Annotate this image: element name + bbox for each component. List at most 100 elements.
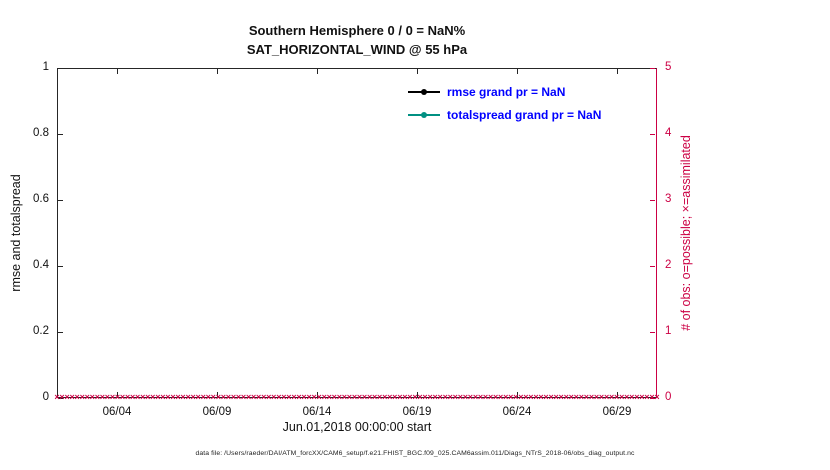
obs-assimilated-marker: × bbox=[266, 392, 272, 403]
obs-assimilated-marker: × bbox=[392, 392, 398, 403]
obs-assimilated-marker: × bbox=[316, 392, 322, 403]
obs-assimilated-marker: × bbox=[341, 392, 348, 403]
legend-entry-totalspread: totalspread grand pr = NaN bbox=[408, 103, 601, 126]
obs-assimilated-marker: × bbox=[487, 392, 494, 403]
obs-assimilated-marker: × bbox=[619, 392, 625, 403]
x-tick-label: 06/24 bbox=[502, 406, 532, 418]
x-tick-label: 06/14 bbox=[302, 406, 332, 418]
x-tick-label: 06/09 bbox=[202, 406, 232, 418]
data-file-path: data file: /Users/raeder/DAI/ATM_forcXX/… bbox=[195, 450, 635, 457]
obs-assimilated-marker: × bbox=[306, 392, 312, 403]
obs-assimilated-marker: × bbox=[654, 392, 660, 403]
obs-assimilated-marker: × bbox=[54, 392, 60, 403]
obs-assimilated-marker: × bbox=[563, 392, 569, 403]
left-tick-mark bbox=[58, 134, 63, 135]
obs-assimilated-marker: × bbox=[69, 392, 75, 403]
legend: rmse grand pr = NaN totalspread grand pr… bbox=[408, 80, 601, 126]
right-tick-label: 5 bbox=[665, 61, 672, 73]
obs-assimilated-marker: × bbox=[588, 392, 595, 403]
obs-assimilated-marker: × bbox=[250, 392, 257, 403]
chart-title-line2: SAT_HORIZONTAL_WIND @ 55 hPa bbox=[246, 42, 468, 57]
obs-assimilated-marker: × bbox=[99, 392, 106, 403]
obs-assimilated-marker: × bbox=[583, 392, 590, 403]
obs-assimilated-marker: × bbox=[513, 392, 519, 403]
totalspread-marker-dot bbox=[421, 111, 427, 118]
x-tick-label: 06/04 bbox=[102, 406, 132, 418]
left-axis-label: rmse and totalspread bbox=[9, 174, 23, 292]
obs-assimilated-marker: × bbox=[190, 392, 196, 403]
obs-assimilated-marker: × bbox=[175, 392, 181, 403]
obs-assimilated-marker: × bbox=[593, 392, 600, 403]
obs-assimilated-marker: × bbox=[311, 392, 317, 403]
obs-assimilated-marker: × bbox=[397, 392, 403, 403]
obs-assimilated-marker: × bbox=[553, 392, 559, 403]
obs-assimilated-marker: × bbox=[482, 392, 489, 403]
obs-assimilated-marker: × bbox=[326, 392, 332, 403]
obs-assimilated-marker: × bbox=[533, 392, 539, 403]
obs-assimilated-marker: × bbox=[356, 392, 363, 403]
obs-assimilated-marker: × bbox=[603, 392, 610, 403]
left-tick-mark bbox=[58, 266, 63, 267]
left-tick-label: 0.4 bbox=[33, 259, 49, 271]
obs-assimilated-marker: × bbox=[608, 392, 615, 403]
obs-assimilated-marker: × bbox=[629, 392, 635, 403]
obs-assimilated-marker: × bbox=[578, 392, 584, 403]
left-tick-label: 0.6 bbox=[33, 193, 49, 205]
x-tick-mark-bottom bbox=[417, 392, 418, 397]
x-tick-label: 06/29 bbox=[602, 406, 632, 418]
obs-assimilated-marker: × bbox=[129, 392, 136, 403]
obs-assimilated-marker: × bbox=[185, 392, 191, 403]
obs-assimilated-marker: × bbox=[271, 392, 277, 403]
obs-assimilated-marker: × bbox=[230, 392, 237, 403]
right-tick-mark bbox=[650, 68, 655, 69]
obs-assimilated-marker: × bbox=[89, 392, 95, 403]
obs-assimilated-marker: × bbox=[387, 392, 393, 403]
obs-assimilated-marker: × bbox=[256, 392, 262, 403]
x-tick-mark-bottom bbox=[117, 392, 118, 397]
obs-assimilated-marker: × bbox=[276, 392, 282, 403]
obs-assimilated-marker: × bbox=[377, 392, 383, 403]
obs-assimilated-marker: × bbox=[518, 392, 524, 403]
obs-assimilated-marker: × bbox=[639, 392, 645, 403]
obs-assimilated-marker: × bbox=[437, 392, 443, 403]
obs-assimilated-marker: × bbox=[140, 392, 146, 403]
left-tick-mark bbox=[58, 398, 63, 399]
obs-assimilated-marker: × bbox=[180, 392, 186, 403]
obs-assimilated-marker: × bbox=[94, 392, 100, 403]
obs-assimilated-marker: × bbox=[498, 392, 504, 403]
obs-assimilated-marker: × bbox=[79, 392, 85, 403]
obs-assimilated-marker: × bbox=[523, 392, 529, 403]
chart-title-line1: Southern Hemisphere 0 / 0 = NaN% bbox=[248, 23, 466, 38]
obs-assimilated-marker: × bbox=[170, 392, 176, 403]
obs-assimilated-marker: × bbox=[160, 392, 166, 403]
obs-assimilated-marker: × bbox=[366, 392, 373, 403]
obs-assimilated-marker: × bbox=[462, 392, 469, 403]
obs-assimilated-marker: × bbox=[422, 392, 428, 403]
obs-assimilated-marker: × bbox=[240, 392, 247, 403]
obs-assimilated-marker: × bbox=[427, 392, 433, 403]
obs-assimilated-marker: × bbox=[281, 392, 287, 403]
obs-assimilated-marker: × bbox=[235, 392, 242, 403]
x-tick-mark-top bbox=[617, 69, 618, 74]
obs-assimilated-marker: × bbox=[286, 392, 292, 403]
obs-assimilated-marker: × bbox=[573, 392, 579, 403]
left-tick-mark bbox=[58, 68, 63, 69]
left-tick-mark bbox=[58, 200, 63, 201]
obs-assimilated-marker: × bbox=[447, 392, 453, 403]
obs-assimilated-marker: × bbox=[417, 392, 423, 403]
x-tick-mark-top bbox=[217, 69, 218, 74]
right-tick-label: 4 bbox=[665, 127, 672, 139]
obs-assimilated-marker: × bbox=[558, 392, 564, 403]
obs-assimilated-marker: × bbox=[432, 392, 438, 403]
obs-assimilated-marker: × bbox=[624, 392, 630, 403]
obs-assimilated-marker: × bbox=[644, 392, 650, 403]
obs-assimilated-marker: × bbox=[351, 392, 358, 403]
right-tick-label: 3 bbox=[665, 193, 672, 205]
obs-assimilated-marker: × bbox=[200, 392, 206, 403]
obs-assimilated-marker: × bbox=[150, 392, 156, 403]
obs-assimilated-marker: × bbox=[568, 392, 574, 403]
totalspread-line-sample bbox=[408, 111, 440, 118]
x-tick-mark-bottom bbox=[317, 392, 318, 397]
x-tick-mark-bottom bbox=[517, 392, 518, 397]
x-tick-mark-top bbox=[417, 69, 418, 74]
